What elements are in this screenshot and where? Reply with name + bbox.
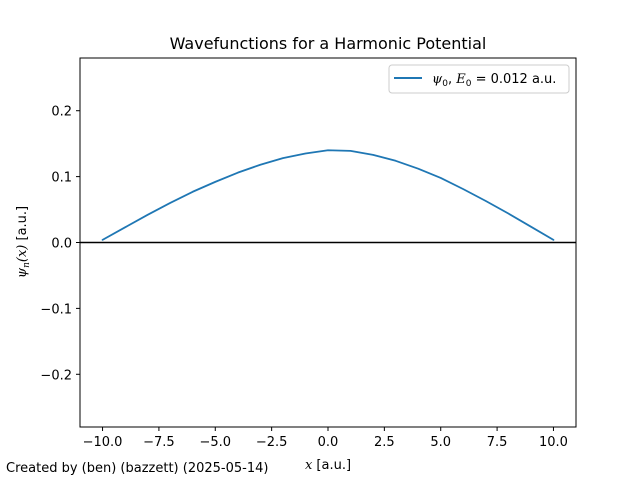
y-tick-label: −0.2 <box>40 368 72 383</box>
x-tick-label: 5.0 <box>430 435 451 450</box>
legend-label-psi0: ψ0, E0 = 0.012 a.u. <box>432 72 556 89</box>
legend: ψ0, E0 = 0.012 a.u. <box>388 64 570 94</box>
chart-title: Wavefunctions for a Harmonic Potential <box>170 34 487 53</box>
x-tick-label: 7.5 <box>487 435 508 450</box>
x-axis-label: x [a.u.] <box>305 458 351 473</box>
x-tick-label: −5.0 <box>199 435 231 450</box>
y-axis-ticks: −0.2 −0.1 0.0 0.1 0.2 <box>40 105 80 383</box>
y-tick-label: −0.1 <box>40 302 72 317</box>
y-tick-label: 0.2 <box>51 105 72 120</box>
x-tick-label: −10.0 <box>83 435 123 450</box>
x-tick-label: −2.5 <box>256 435 288 450</box>
x-tick-label: 0.0 <box>318 435 339 450</box>
y-tick-label: 0.1 <box>51 171 72 186</box>
x-tick-label: 10.0 <box>539 435 568 450</box>
y-axis-label: ψn(x) [a.u.] <box>15 206 32 278</box>
series-line-psi0 <box>101 149 555 241</box>
x-tick-label: −7.5 <box>143 435 175 450</box>
y-tick-label: 0.0 <box>51 237 72 252</box>
legend-frame <box>388 64 570 94</box>
x-axis-ticks: −10.0 −7.5 −5.0 −2.5 0.0 2.5 5.0 7.5 10.0 <box>83 427 568 450</box>
x-tick-label: 2.5 <box>374 435 395 450</box>
credit-text: Created by (ben) (bazzett) (2025-05-14) <box>6 461 268 476</box>
